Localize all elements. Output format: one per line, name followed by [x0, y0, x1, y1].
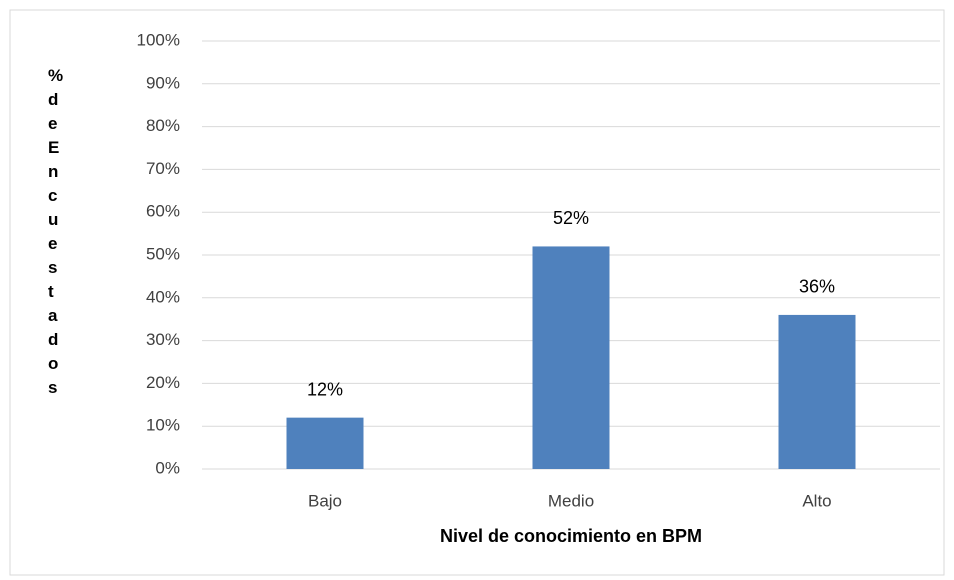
- y-tick-label: 40%: [146, 287, 180, 306]
- x-tick-label: Medio: [548, 491, 594, 510]
- y-axis-label: % de Encuestados: [48, 66, 64, 397]
- data-label: 36%: [799, 277, 835, 297]
- y-tick-label: 70%: [146, 159, 180, 178]
- y-tick-label: 30%: [146, 330, 180, 349]
- y-tick-label: 80%: [146, 116, 180, 135]
- y-tick-label: 20%: [146, 373, 180, 392]
- y-tick-label: 0%: [155, 458, 180, 477]
- y-tick-label: 90%: [146, 73, 180, 92]
- y-tick-label: 50%: [146, 244, 180, 263]
- data-label: 12%: [307, 379, 343, 399]
- bar: [286, 417, 364, 469]
- y-tick-label: 60%: [146, 202, 180, 221]
- data-label: 52%: [553, 208, 589, 228]
- x-tick-label: Alto: [802, 491, 831, 510]
- y-tick-label: 100%: [137, 30, 180, 49]
- bar: [778, 314, 856, 469]
- chart-frame: [9, 9, 945, 576]
- x-axis-label: Nivel de conocimiento en BPM: [440, 526, 702, 546]
- y-tick-label: 10%: [146, 416, 180, 435]
- x-tick-label: Bajo: [308, 491, 342, 510]
- bar: [532, 246, 610, 469]
